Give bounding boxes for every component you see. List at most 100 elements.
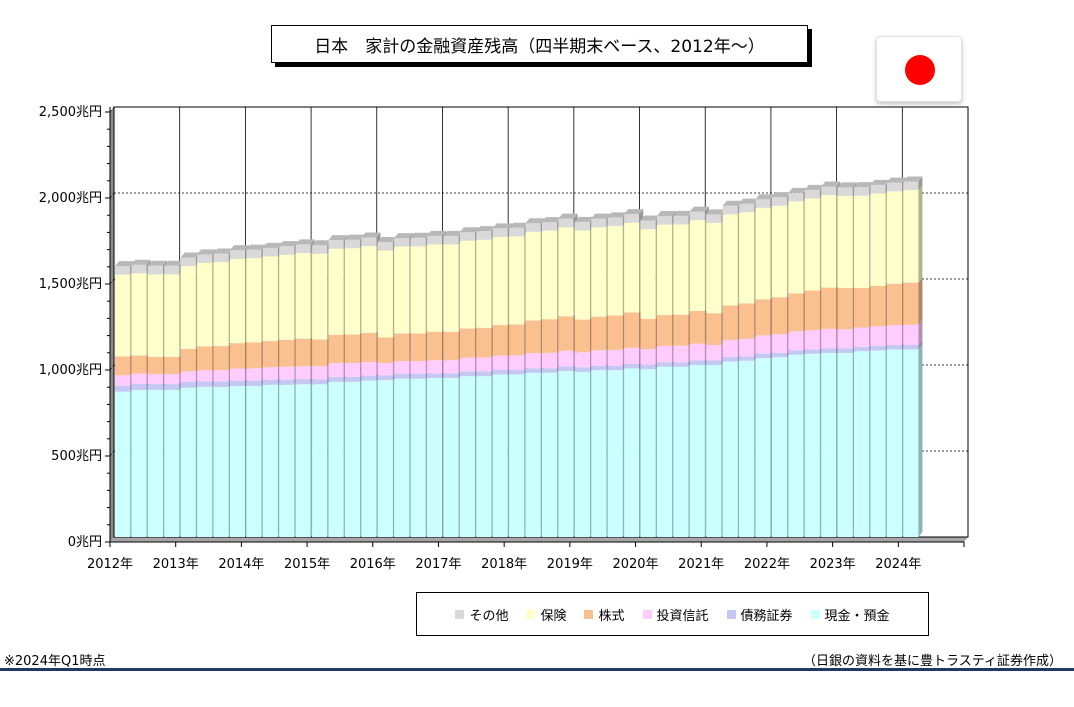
bar-stack: [459, 227, 479, 537]
bar-segment: [509, 236, 525, 325]
bar-segment: [525, 320, 541, 354]
bar-segment: [821, 348, 837, 353]
bar-segment: [739, 360, 755, 537]
bar-segment: [361, 333, 377, 362]
bar-top: [706, 209, 726, 215]
bar-top: [246, 244, 266, 250]
bar-segment: [394, 378, 410, 537]
bar-segment: [312, 384, 328, 537]
bar-side: [918, 277, 923, 325]
bar-segment: [279, 384, 295, 537]
bar-stack: [607, 212, 627, 537]
bar-segment: [509, 374, 525, 537]
bar-segment: [115, 274, 131, 357]
bar-segment: [656, 366, 673, 537]
x-tick-label: 2021年: [678, 557, 724, 572]
bar-segment: [771, 197, 788, 206]
bar-segment: [903, 345, 919, 350]
bar-stack: [131, 259, 151, 537]
bar-segment: [197, 386, 213, 537]
bar-segment: [673, 345, 689, 363]
y-tick-label: 2,000兆円: [39, 191, 102, 206]
bar-segment: [771, 357, 788, 537]
bar-segment: [591, 365, 607, 371]
bar-segment: [328, 363, 344, 377]
bar-segment: [886, 345, 902, 350]
bar-segment: [574, 352, 590, 368]
bar-segment: [886, 325, 902, 346]
legend-swatch: [810, 609, 820, 619]
bar-segment: [115, 356, 131, 376]
bar-stack: [542, 217, 562, 537]
bar-top: [115, 261, 135, 267]
bar-segment: [689, 360, 705, 365]
bar-segment: [361, 237, 377, 247]
bar-segment: [525, 223, 541, 232]
bar-segment: [755, 207, 771, 300]
bar-segment: [443, 331, 459, 361]
bar-segment: [476, 371, 492, 377]
legend-item: 債務証券: [726, 605, 793, 624]
bar-segment: [788, 192, 804, 202]
bar-segment: [624, 368, 640, 537]
bar-top: [229, 245, 250, 251]
y-tick-label: 1,500兆円: [39, 277, 102, 292]
bar-stack: [771, 192, 792, 537]
bar-segment: [459, 232, 475, 241]
bar-segment: [213, 387, 229, 537]
bar-segment: [640, 369, 656, 537]
bar-segment: [706, 345, 722, 361]
bar-segment: [394, 246, 410, 334]
bar-stack: [262, 242, 282, 537]
x-tick-label: 2014年: [218, 557, 264, 572]
bar-segment: [804, 189, 820, 199]
bar-segment: [459, 376, 475, 537]
bar-segment: [279, 379, 295, 385]
legend-swatch: [642, 609, 652, 619]
bar-top: [295, 239, 315, 245]
bar-segment: [755, 199, 771, 208]
bar-segment: [656, 224, 673, 315]
bar-segment: [525, 372, 541, 537]
bar-top: [443, 230, 463, 236]
bar-segment: [788, 354, 804, 537]
bar-top: [722, 200, 742, 206]
bar-segment: [147, 265, 163, 275]
bar-top: [394, 233, 414, 239]
bar-segment: [197, 263, 213, 347]
bar-segment: [115, 391, 131, 537]
bar-segment: [476, 327, 492, 358]
bar-segment: [509, 324, 525, 356]
bar-segment: [262, 341, 278, 368]
flag-sun-disc: [905, 55, 935, 85]
bar-segment: [476, 239, 492, 328]
bar-stack: [870, 179, 890, 537]
bar-segment: [295, 253, 311, 339]
bar-segment: [607, 365, 623, 371]
bar-segment: [689, 220, 705, 311]
bar-stack: [903, 176, 923, 537]
bar-segment: [377, 380, 393, 537]
bar-segment: [213, 381, 229, 388]
bar-segment: [903, 181, 919, 191]
legend-swatch: [526, 609, 536, 619]
legend-item: 保険: [526, 605, 566, 624]
bar-segment: [886, 182, 902, 192]
bar-segment: [591, 350, 607, 366]
bar-segment: [771, 205, 788, 298]
bar-segment: [624, 312, 640, 348]
bar-segment: [443, 373, 459, 378]
bar-stack: [886, 177, 906, 537]
bar-segment: [607, 370, 623, 537]
bar-segment: [197, 254, 213, 264]
bar-segment: [394, 333, 410, 362]
bar-segment: [295, 379, 311, 385]
floor: [110, 537, 968, 542]
bar-segment: [213, 262, 229, 347]
bar-segment: [722, 361, 738, 537]
bar-stack: [344, 234, 365, 537]
legend-label: 保険: [540, 608, 567, 624]
bar-segment: [624, 347, 640, 364]
chart-bars: [115, 176, 923, 537]
bar-stack: [673, 210, 693, 537]
